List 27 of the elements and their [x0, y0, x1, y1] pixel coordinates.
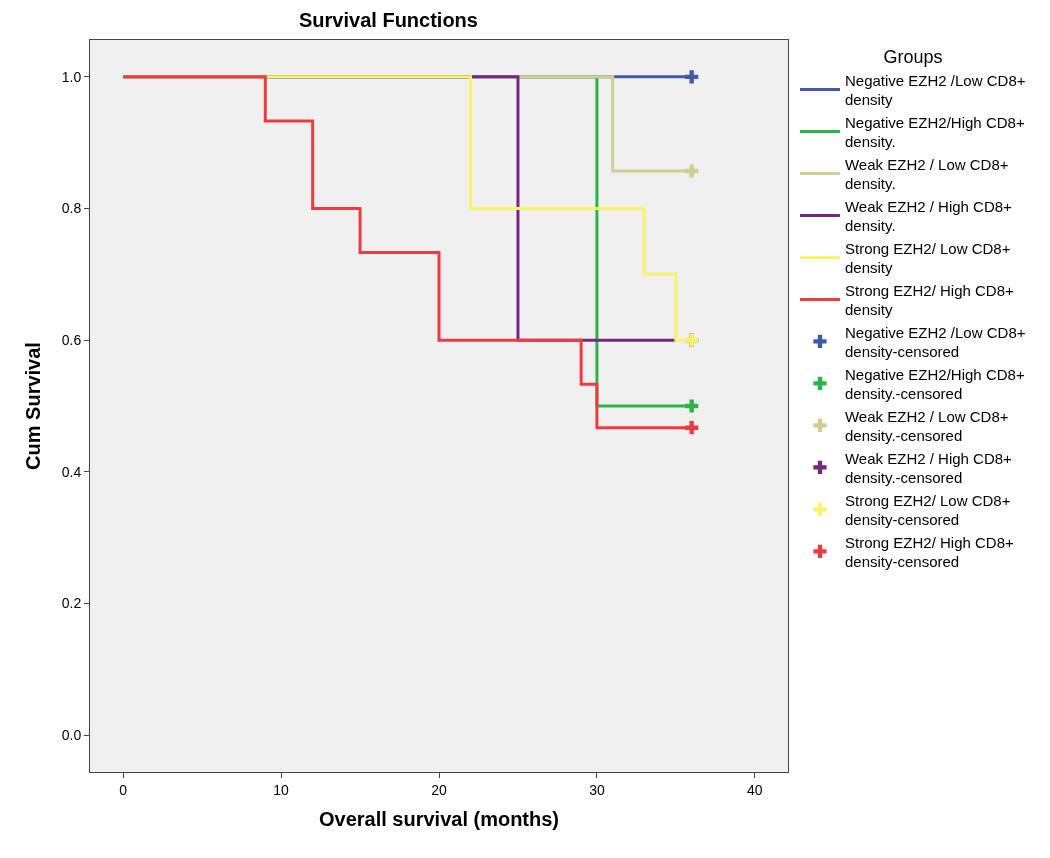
- y-tick-label: 0.6: [61, 332, 82, 349]
- legend-label: Strong EZH2/ High CD8+ density-censored: [844, 533, 1015, 570]
- legend-label: Weak EZH2 / Low CD8+ density.-censored: [844, 407, 1009, 444]
- y-tick-label: 0.4: [61, 463, 82, 480]
- legend-label: Negative EZH2 /Low CD8+ density-censored: [844, 323, 1026, 360]
- legend-label: Weak EZH2 / Low CD8+ density.: [844, 155, 1009, 192]
- legend-label: Strong EZH2/ High CD8+ density: [844, 281, 1015, 318]
- x-tick-label: 10: [273, 781, 290, 798]
- x-tick-label: 30: [589, 781, 605, 798]
- x-tick-label: 40: [747, 781, 763, 798]
- x-axis-title: Overall survival (months): [318, 808, 560, 831]
- legend-label: Strong EZH2/ Low CD8+ density-censored: [844, 491, 1011, 528]
- legend-label: Weak EZH2 / High CD8+ density.: [844, 197, 1013, 234]
- legend-title: Groups: [883, 47, 943, 68]
- legend-label: Strong EZH2/ Low CD8+ density: [844, 239, 1011, 276]
- y-tick-label: 0.0: [61, 727, 82, 744]
- y-tick-label: 0.2: [61, 595, 82, 612]
- y-axis-title: Cum Survival: [22, 342, 45, 470]
- x-tick-label: 0: [119, 781, 128, 798]
- y-tick-label: 0.8: [61, 200, 82, 217]
- x-tick-label: 20: [431, 781, 447, 798]
- legend-label: Negative EZH2/High CD8+ density.: [844, 113, 1025, 150]
- y-tick-label: 1.0: [61, 68, 82, 85]
- legend-label: Negative EZH2 /Low CD8+ density: [844, 71, 1026, 108]
- legend-label: Negative EZH2/High CD8+ density.-censored: [844, 365, 1025, 402]
- legend-label: Weak EZH2 / High CD8+ density.-censored: [844, 449, 1013, 486]
- chart-title: Survival Functions: [299, 8, 478, 31]
